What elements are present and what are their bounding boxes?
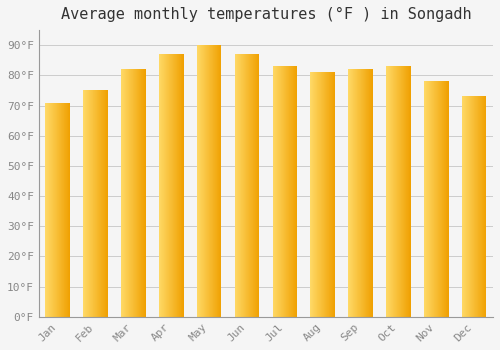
Title: Average monthly temperatures (°F ) in Songadh: Average monthly temperatures (°F ) in So… — [60, 7, 471, 22]
